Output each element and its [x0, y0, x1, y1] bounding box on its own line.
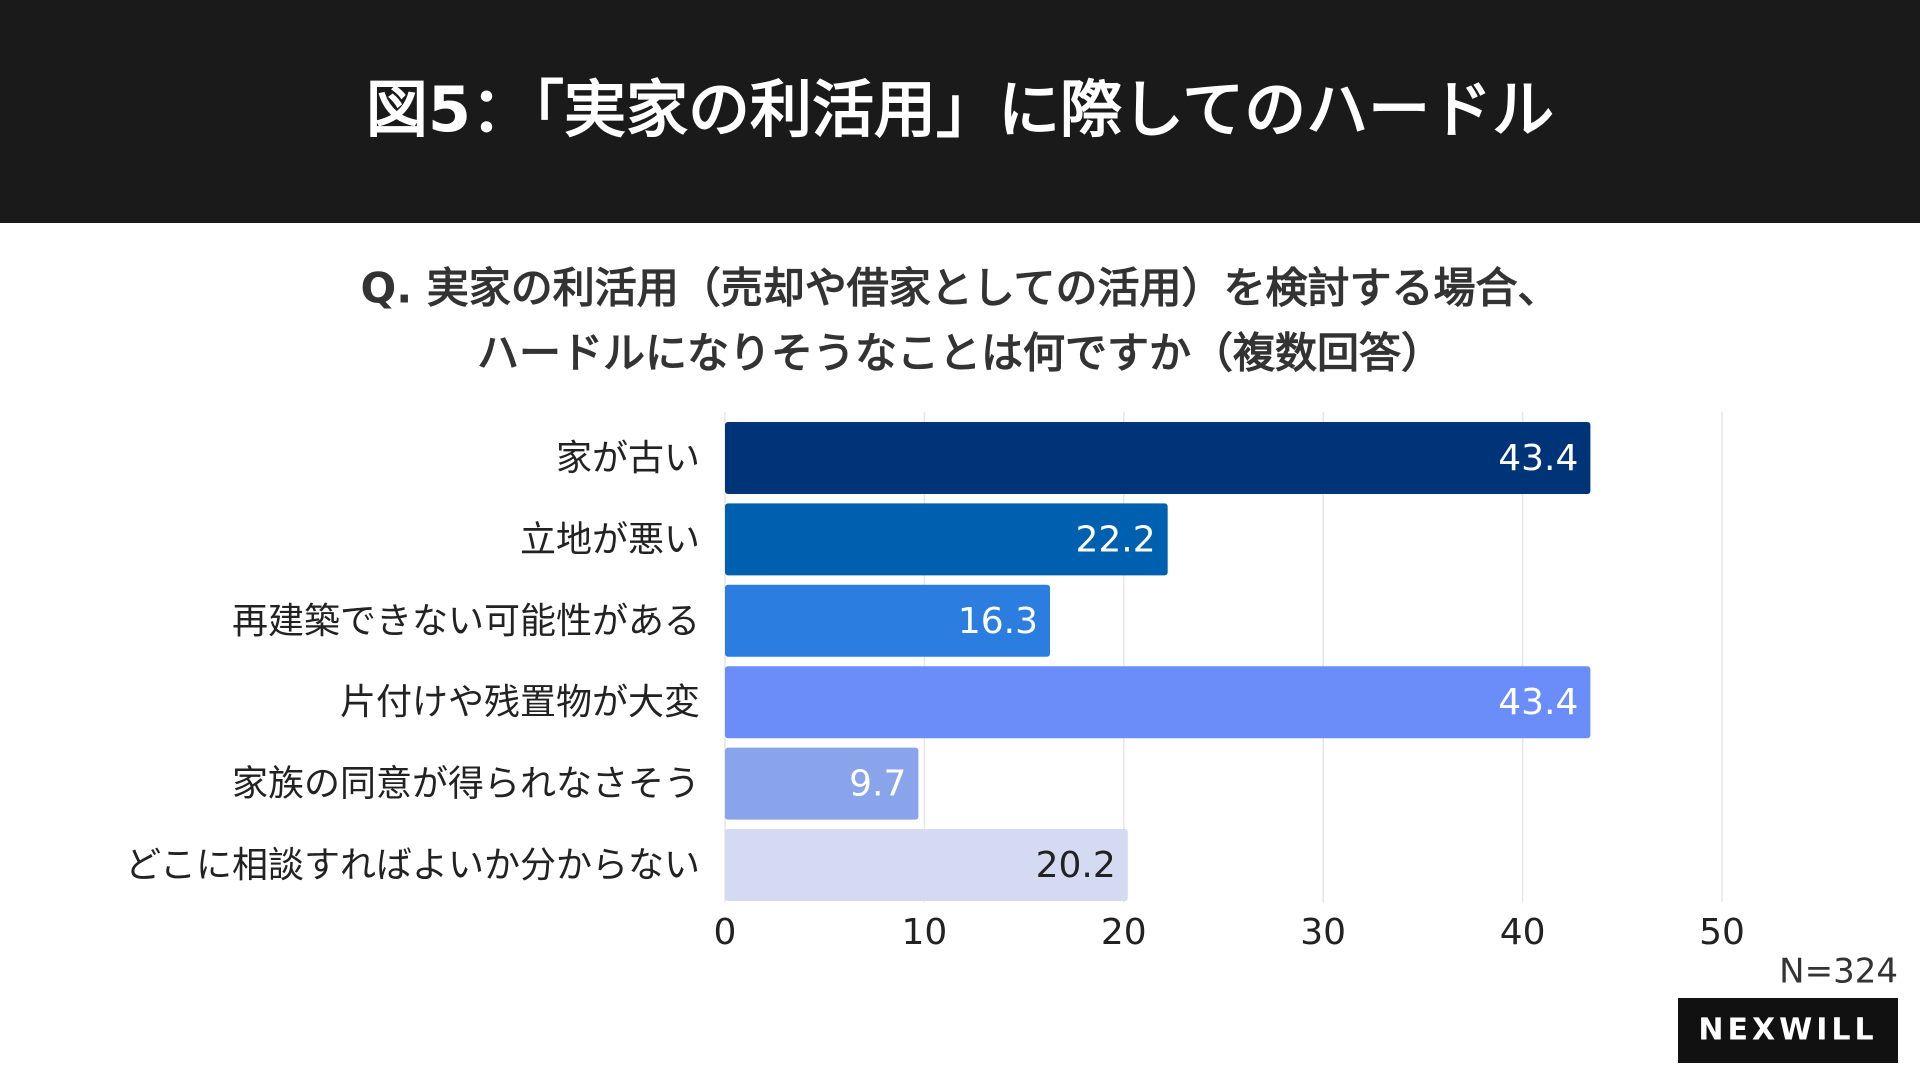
bar	[725, 747, 919, 820]
x-tick-label: 20	[1101, 912, 1147, 953]
value-label: 43.4	[1498, 438, 1578, 479]
bar	[725, 829, 1128, 901]
y-tick-label: 家族の同意が得られなさそう	[232, 764, 700, 805]
bar	[725, 422, 1591, 494]
header-band	[0, 0, 1920, 223]
x-tick-label: 0	[714, 912, 737, 953]
y-tick-label: 立地が悪い	[520, 519, 700, 560]
value-label: 20.2	[1036, 845, 1116, 886]
logo-box	[1678, 998, 1898, 1063]
bar	[725, 666, 1591, 739]
bar	[725, 584, 1051, 657]
x-tick-label: 10	[901, 912, 947, 953]
x-tick-label: 30	[1300, 912, 1346, 953]
value-label: 43.4	[1498, 682, 1578, 723]
x-tick-label: 50	[1699, 912, 1745, 953]
value-label: 16.3	[958, 601, 1038, 642]
logo: NEXWILL	[1698, 1013, 1877, 1048]
y-tick-label: 片付けや残置物が大変	[340, 682, 700, 723]
subtitle-line: ハードルになりそうなことは何ですか（複数回答）	[477, 329, 1443, 378]
subtitle-line: Q. 実家の利活用（売却や借家としての活用）を検討する場合、	[360, 264, 1559, 313]
y-tick-label: どこに相談すればよいか分からない	[125, 845, 700, 886]
bar	[725, 503, 1168, 576]
sample-note: N=324	[1779, 952, 1898, 992]
y-tick-label: 再建築できない可能性がある	[232, 601, 700, 642]
y-tick-label: 家が古い	[556, 438, 700, 479]
value-label: 9.7	[849, 764, 906, 805]
x-tick-label: 40	[1500, 912, 1546, 953]
chart-title: 図5：「実家の利活用」に際してのハードル	[366, 73, 1554, 146]
value-label: 22.2	[1076, 519, 1156, 560]
